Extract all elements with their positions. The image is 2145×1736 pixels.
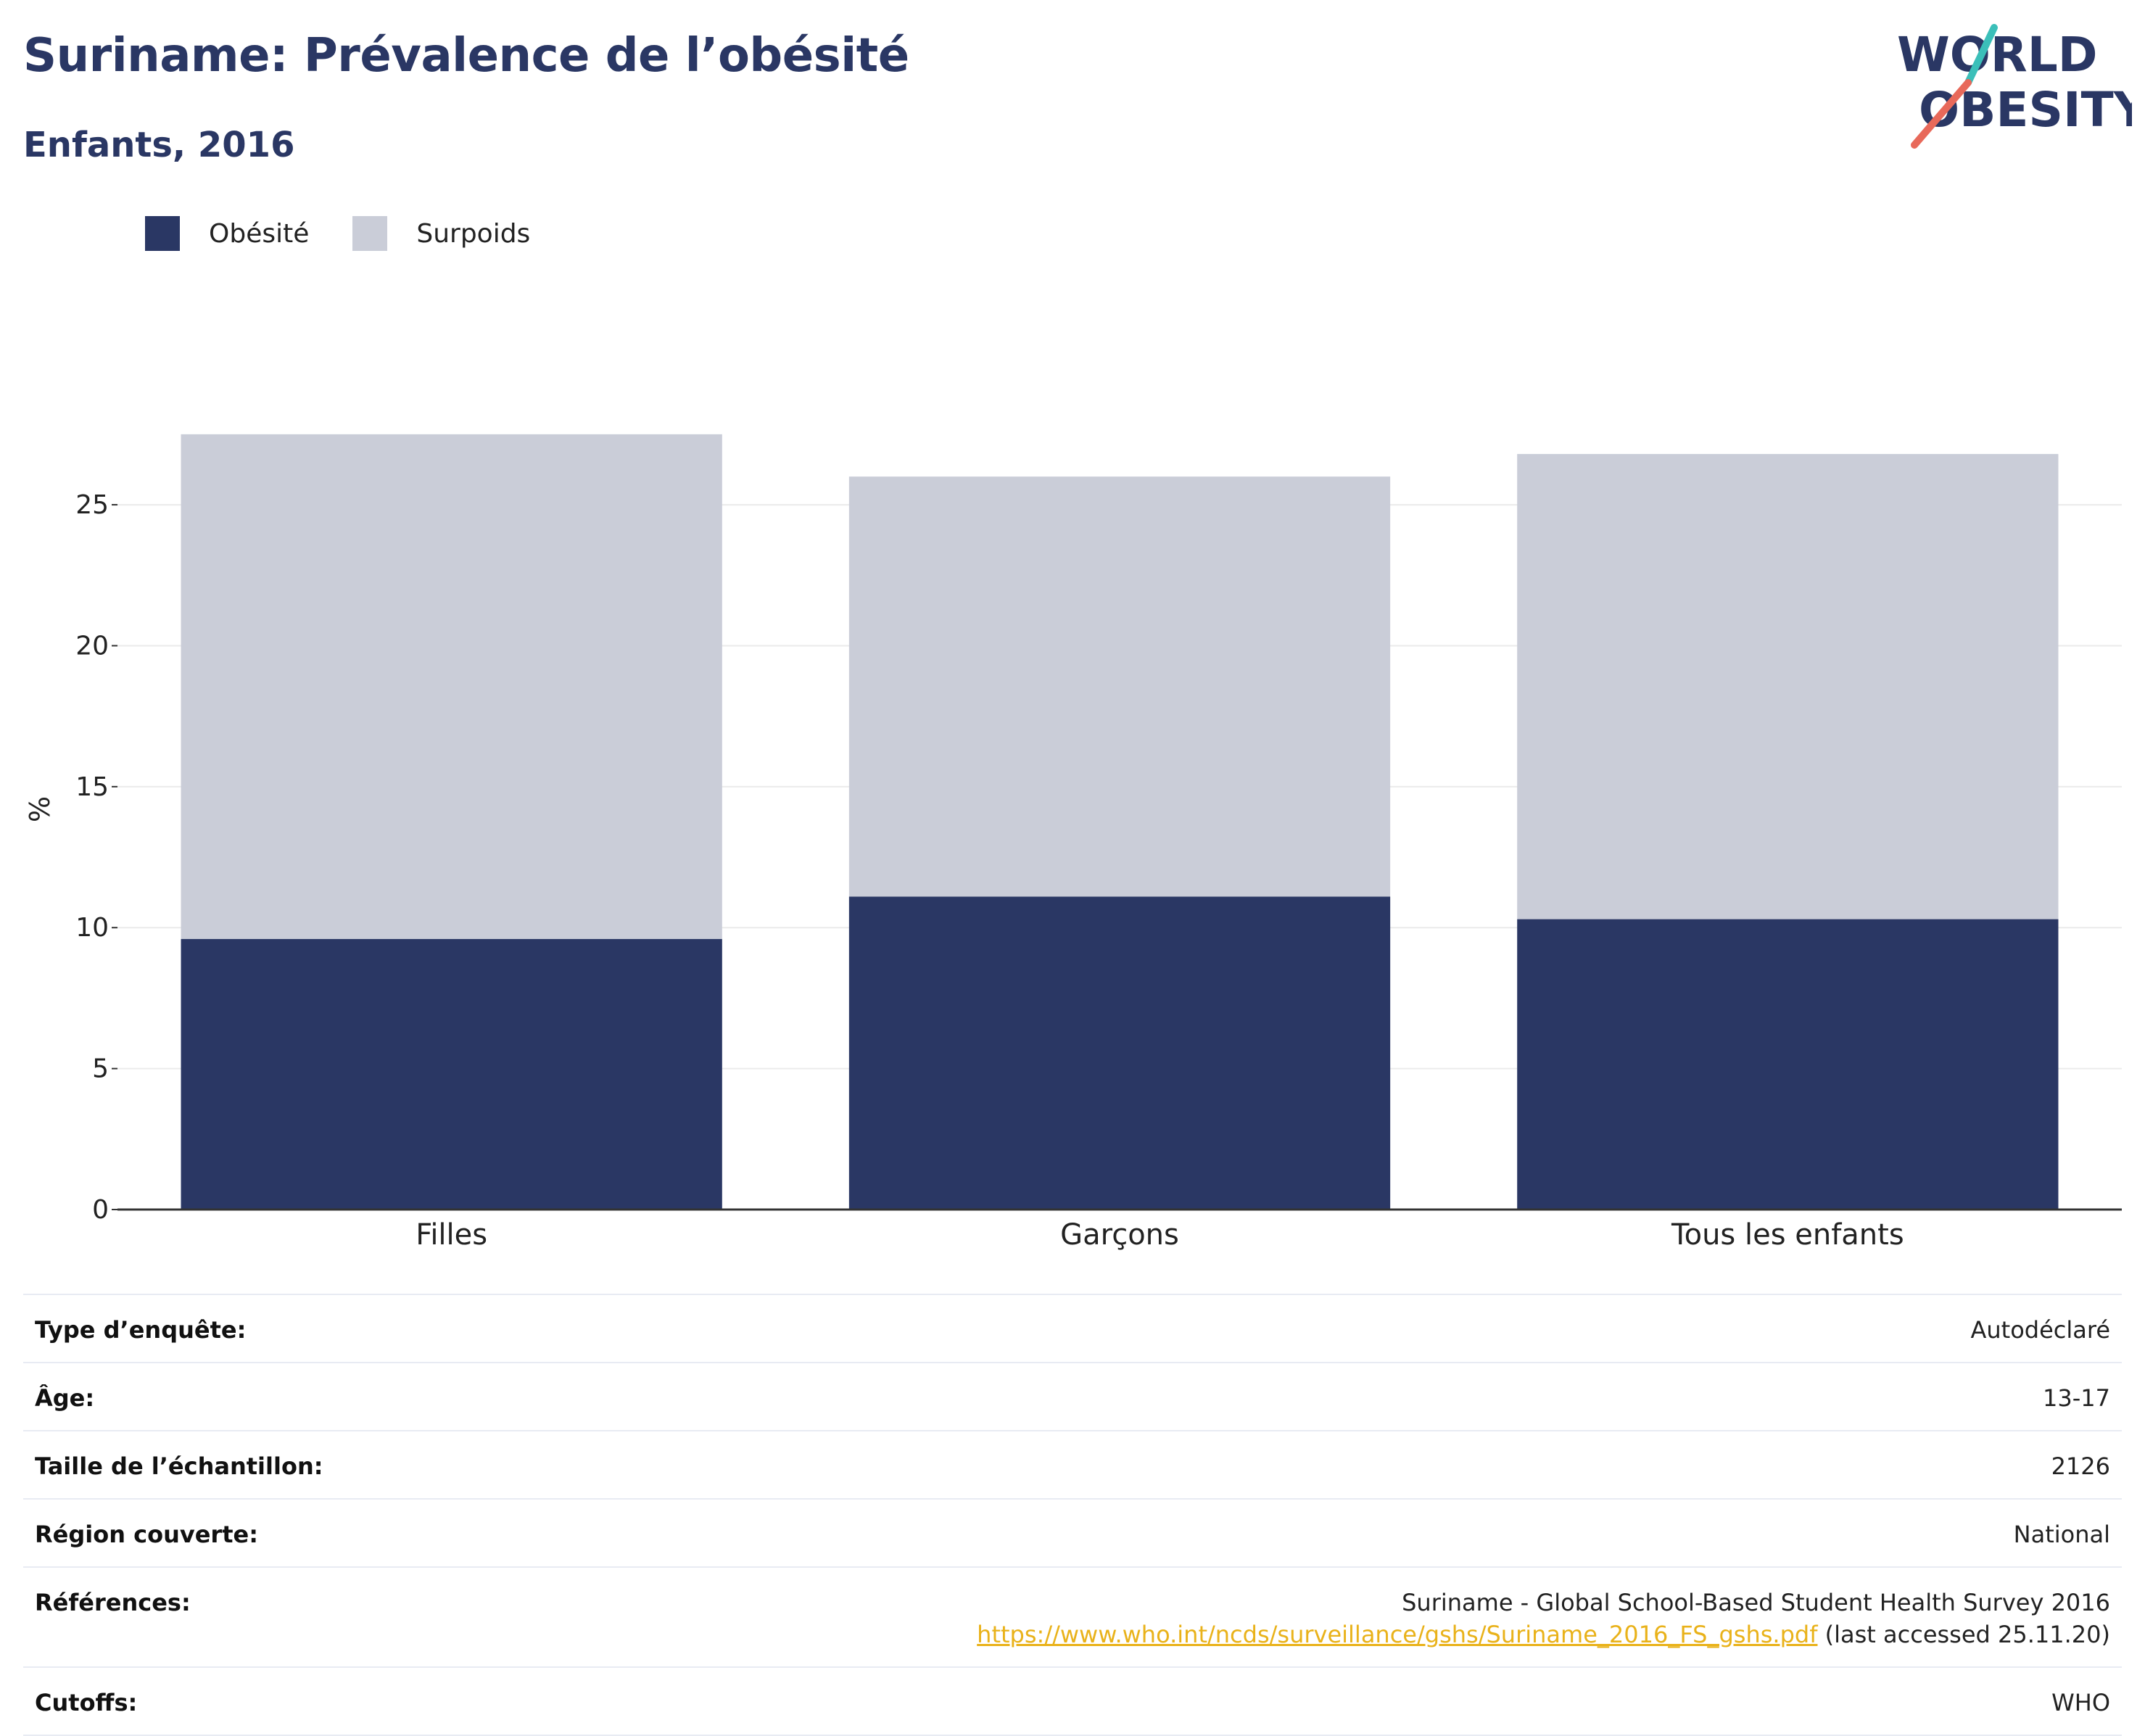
legend-label-obesite: Obésité <box>209 218 310 249</box>
survey-info-table: Type d’enquête: Autodéclaré Âge: 13-17 T… <box>23 1294 2122 1736</box>
info-label: Âge: <box>35 1384 95 1412</box>
chart-legend: Obésité Surpoids <box>145 216 574 251</box>
world-obesity-logo: WORLD OBESITY <box>1897 24 2132 149</box>
info-value: Autodéclaré <box>1970 1316 2110 1344</box>
y-tick-label: 15 <box>75 772 109 802</box>
info-label: Région couverte: <box>35 1521 258 1548</box>
y-axis-label: % <box>24 796 56 822</box>
bar-obesite <box>848 896 1391 1210</box>
bar-surpoids <box>848 476 1391 897</box>
info-label: Références: <box>35 1589 191 1616</box>
info-value: 2126 <box>2051 1452 2110 1480</box>
info-value: WHO <box>2051 1689 2110 1716</box>
reference-source: Suriname - Global School-Based Student H… <box>1402 1589 2110 1616</box>
x-tick-label: Tous les enfants <box>1671 1218 1904 1252</box>
reference-link[interactable]: https://www.who.int/ncds/surveillance/gs… <box>977 1621 1818 1648</box>
bar-obesite <box>1517 919 2059 1210</box>
legend-swatch-surpoids <box>352 216 388 251</box>
info-value: 13-17 <box>2043 1384 2110 1412</box>
info-label: Taille de l’échantillon: <box>35 1452 323 1480</box>
reference-accessed: (last accessed 25.11.20) <box>1824 1621 2110 1648</box>
legend-swatch-obesite <box>145 216 180 251</box>
page-subtitle: Enfants, 2016 <box>23 125 295 165</box>
info-row-sample-size: Taille de l’échantillon: 2126 <box>23 1431 2122 1500</box>
bar-surpoids <box>1517 454 2059 919</box>
y-tick-label: 5 <box>92 1054 109 1084</box>
bar-surpoids <box>181 434 722 939</box>
y-tick-label: 25 <box>75 490 109 520</box>
bar-obesite <box>181 938 722 1210</box>
logo-line1: WORLD <box>1897 27 2098 83</box>
y-tick-label: 10 <box>75 913 109 943</box>
info-label: Cutoffs: <box>35 1689 138 1716</box>
page-title: Suriname: Prévalence de l’obésité <box>23 29 909 83</box>
info-row-references: Références: Suriname - Global School-Bas… <box>23 1568 2122 1668</box>
y-tick-label: 0 <box>92 1195 109 1225</box>
info-row-region: Région couverte: National <box>23 1500 2122 1568</box>
legend-label-surpoids: Surpoids <box>416 218 531 249</box>
info-row-age: Âge: 13-17 <box>23 1363 2122 1431</box>
x-tick-label: Filles <box>416 1218 487 1252</box>
legend-item-obesite[interactable]: Obésité <box>145 216 309 251</box>
y-tick-label: 20 <box>75 631 109 661</box>
info-value-references: Suriname - Global School-Based Student H… <box>977 1587 2110 1650</box>
x-tick-label: Garçons <box>1060 1218 1179 1252</box>
info-row-cutoffs: Cutoffs: WHO <box>23 1668 2122 1736</box>
bar-chart: 0 5 10 15 20 25% Filles Garçons Tous les enfants <box>24 434 2122 1252</box>
info-value: National <box>2013 1521 2110 1548</box>
legend-item-surpoids[interactable]: Surpoids <box>352 216 530 251</box>
info-row-survey-type: Type d’enquête: Autodéclaré <box>23 1295 2122 1363</box>
logo-line2: OBESITY <box>1919 82 2132 138</box>
info-label: Type d’enquête: <box>35 1316 247 1344</box>
